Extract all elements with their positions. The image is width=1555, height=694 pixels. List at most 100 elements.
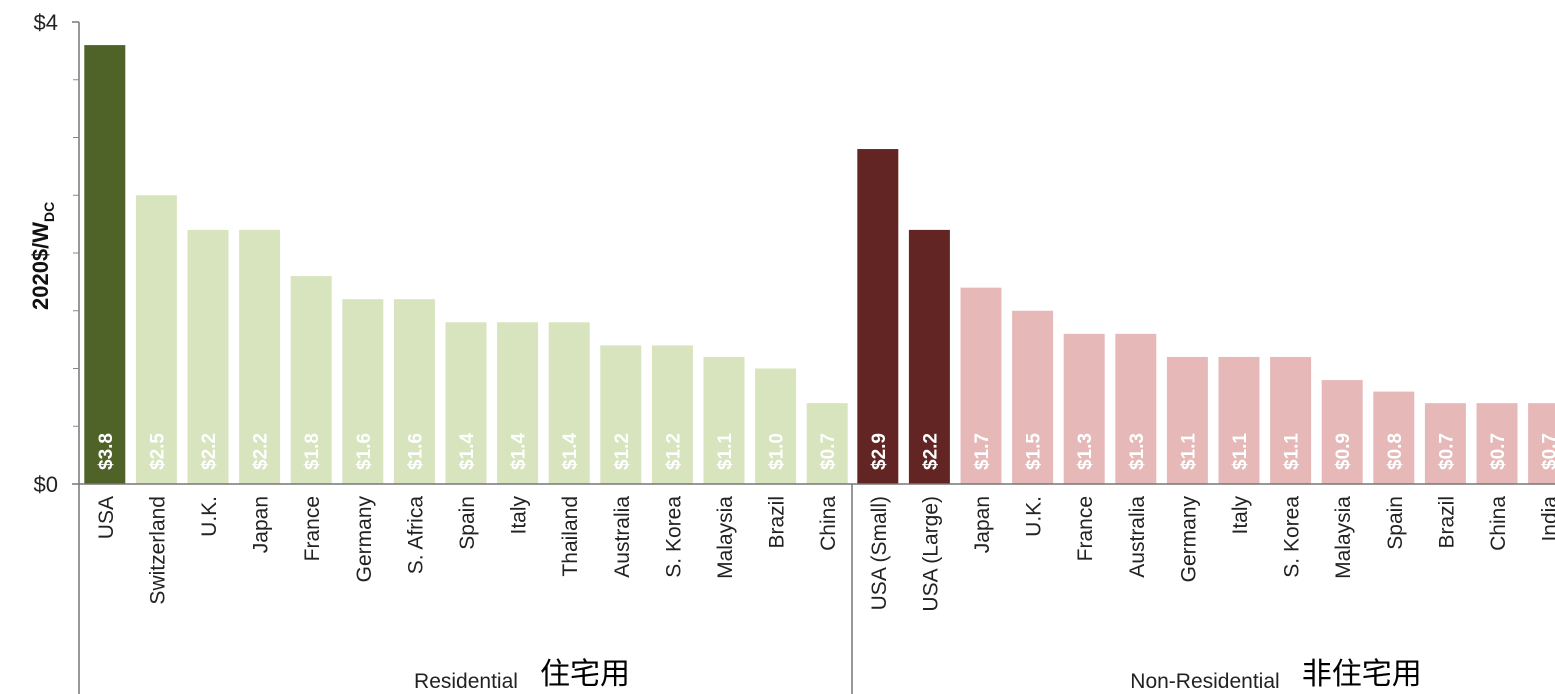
category-label: Malaysia (714, 496, 737, 579)
bar (600, 345, 642, 484)
group-label-local: 住宅用 (540, 657, 630, 692)
category-label: China (1487, 496, 1510, 551)
bar-value-label: $1.6 (354, 433, 375, 470)
bar (755, 368, 797, 484)
bar-value-label: $1.4 (457, 433, 478, 470)
group-label: Residential (414, 670, 518, 693)
bar (1166, 356, 1208, 484)
category-label: Germany (353, 496, 376, 583)
bar-value-label: $1.2 (663, 433, 684, 470)
bar-value-label: $1.8 (302, 433, 323, 470)
category-label: China (817, 496, 840, 551)
bar (1115, 333, 1157, 484)
bar-value-label: $1.7 (972, 433, 993, 470)
bar (135, 195, 177, 484)
bar-value-label: $0.9 (1333, 433, 1354, 470)
category-label: U.K. (198, 496, 221, 537)
category-label: S. Korea (1281, 496, 1304, 578)
category-label: U.K. (1023, 496, 1046, 537)
bar-value-label: $2.2 (920, 433, 941, 470)
bar-value-label: $0.7 (1540, 433, 1555, 470)
bar (84, 45, 126, 484)
bar-value-label: $3.8 (96, 433, 117, 470)
bar (239, 229, 281, 484)
category-label: Malaysia (1332, 496, 1355, 579)
category-label: USA (95, 496, 118, 539)
category-label: Italy (1229, 496, 1252, 535)
bar-value-label: $1.5 (1024, 433, 1045, 470)
bar-value-label: $2.2 (199, 433, 220, 470)
bar-value-label: $1.1 (1282, 433, 1303, 470)
category-label: Switzerland (146, 496, 169, 605)
bar (1063, 333, 1105, 484)
y-tick-label: $0 (34, 472, 58, 497)
group-label-local: 非住宅用 (1302, 657, 1422, 692)
bar-value-label: $1.1 (1178, 433, 1199, 470)
bar (703, 356, 745, 484)
bar-value-label: $1.0 (767, 433, 788, 470)
bar-value-label: $1.1 (1230, 433, 1251, 470)
category-label: S. Korea (662, 496, 685, 578)
y-ticks-layer: $0 $4 (34, 10, 79, 497)
category-label: Japan (971, 496, 994, 553)
bar (497, 322, 539, 484)
category-label: Australia (611, 496, 634, 578)
group-label: Non-Residential (1130, 670, 1279, 693)
bar-value-label: $1.3 (1075, 433, 1096, 470)
category-label: Spain (456, 496, 479, 550)
category-label: Australia (1126, 496, 1149, 578)
category-label: S. Africa (404, 496, 427, 575)
bar (908, 229, 950, 484)
bars-layer (84, 45, 1555, 485)
bar (393, 299, 435, 484)
y-axis-label-main: 2020$/W (28, 222, 53, 310)
bar-value-label: $1.1 (715, 433, 736, 470)
category-label: Spain (1384, 496, 1407, 550)
bar (548, 322, 590, 484)
category-label: Brazil (1435, 496, 1458, 549)
bar-value-label: $1.3 (1127, 433, 1148, 470)
category-label: Germany (1177, 496, 1200, 583)
bar-value-label: $2.2 (251, 433, 272, 470)
category-label: India (1539, 496, 1555, 542)
labels-layer: $3.8 USA $2.5 Switzerland $2.2 U.K. $2.2 Japan $… (95, 433, 1555, 693)
bar (1476, 403, 1518, 484)
category-label: USA (Small) (868, 496, 891, 610)
bar-value-label: $0.8 (1385, 433, 1406, 470)
y-axis-label-subscript: DC (41, 202, 57, 222)
bar (445, 322, 487, 484)
category-label: Brazil (766, 496, 789, 549)
bar-value-label: $0.7 (1436, 433, 1457, 470)
bar (187, 229, 229, 484)
axis-layer (78, 22, 1555, 694)
bar (1373, 391, 1415, 484)
category-label: Japan (250, 496, 273, 553)
bar-value-label: $1.2 (612, 433, 633, 470)
bar-value-label: $2.9 (869, 433, 890, 470)
bar (1270, 356, 1312, 484)
bar (1012, 310, 1054, 484)
category-label: France (301, 496, 324, 561)
category-label: France (1074, 496, 1097, 561)
bar-value-label: $0.7 (1488, 433, 1509, 470)
bar (960, 287, 1002, 484)
bar-value-label: $0.7 (818, 433, 839, 470)
bar (806, 403, 848, 484)
bar-value-label: $1.6 (405, 433, 426, 470)
bar (1424, 403, 1466, 484)
bar-value-label: $1.4 (509, 433, 530, 470)
bar (342, 299, 384, 484)
bar (651, 345, 693, 484)
bar (1218, 356, 1260, 484)
bar (1321, 380, 1363, 484)
bar (857, 149, 899, 485)
y-axis-label: 2020$/WDC (28, 202, 57, 310)
bar (290, 276, 332, 484)
bar (1528, 403, 1555, 484)
bar-value-label: $2.5 (147, 433, 168, 470)
y-tick-label: $4 (34, 10, 58, 35)
category-label: USA (Large) (919, 496, 942, 612)
category-label: Thailand (559, 496, 582, 577)
category-label: Italy (508, 496, 531, 535)
